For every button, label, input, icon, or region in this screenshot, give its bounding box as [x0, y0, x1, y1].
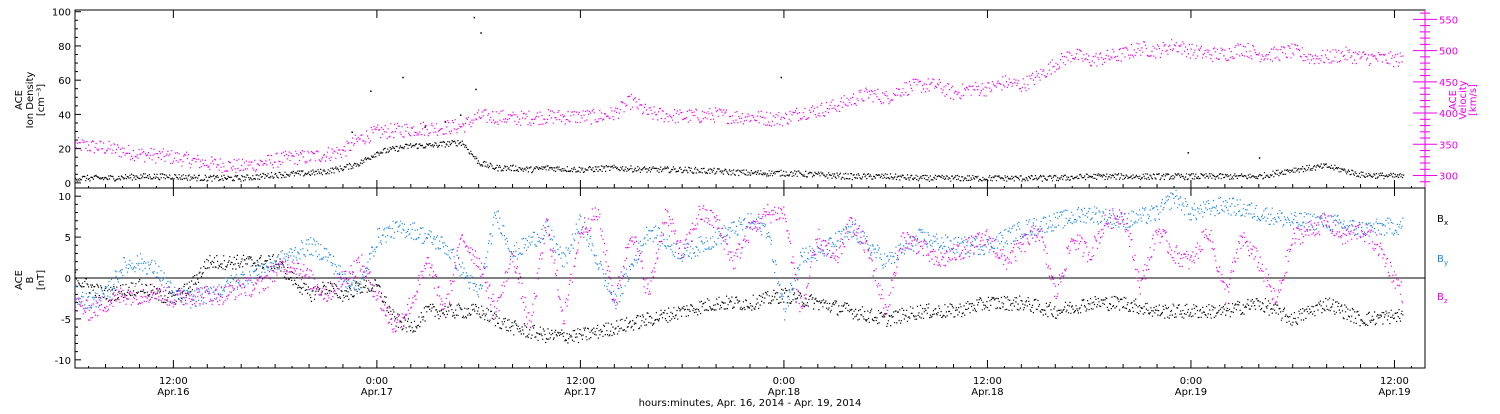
legend-label-by: B — [1437, 254, 1444, 265]
velocity-axis-title-line: [km/s] — [1468, 84, 1479, 116]
x-tick-date-label: Apr.17 — [564, 387, 596, 398]
b-axis-title-line: ACE — [14, 270, 25, 290]
velocity-axis-title-line: ACE — [1448, 90, 1459, 110]
velocity-tick-label: 450 — [1439, 78, 1458, 89]
density-axis-title-line: Ion Density — [25, 72, 36, 129]
density-outlier-point — [351, 131, 353, 134]
b-tick-label: 10 — [58, 192, 71, 203]
velocity-tick-label: 350 — [1439, 140, 1458, 151]
density-outlier-point — [780, 76, 783, 79]
x-tick-time-label: 12:00 — [566, 376, 595, 387]
density-series — [75, 140, 1405, 182]
x-tick-date-label: Apr.18 — [768, 387, 800, 398]
b-tick-label: -5 — [61, 315, 71, 326]
top-panel-frame — [74, 9, 1426, 189]
density-outlier-point — [1258, 157, 1261, 159]
density-outlier-point — [424, 126, 426, 128]
density-outlier-point — [480, 32, 482, 34]
density-tick-label: 100 — [52, 8, 71, 19]
legend-sub-bz: z — [1444, 297, 1448, 305]
x-tick-date-label: Apr.16 — [157, 387, 189, 398]
density-outlier-point — [1187, 152, 1190, 154]
b-axis-title-line: B — [25, 276, 36, 283]
x-axis-title: hours:minutes, Apr. 16, 2014 - Apr. 19, … — [639, 398, 862, 409]
x-axis: 12:00Apr.160:00Apr.1712:00Apr.170:00Apr.… — [88, 10, 1412, 398]
x-tick-time-label: 12:00 — [159, 376, 188, 387]
density-tick-label: 80 — [58, 42, 71, 53]
x-tick-time-label: 0:00 — [366, 376, 388, 387]
density-tick-label: 40 — [58, 110, 71, 121]
velocity-axis-title-line: Velocity — [1458, 80, 1469, 119]
velocity-tick-label: 300 — [1439, 172, 1458, 183]
density-outlier-point — [444, 121, 447, 123]
density-outlier-point — [370, 90, 372, 92]
density-tick-label: 20 — [58, 145, 71, 156]
velocity-tick-label: 400 — [1439, 109, 1458, 120]
by-series — [75, 189, 1404, 321]
density-axis-title-line: [cm⁻³] — [36, 84, 47, 116]
b-tick-label: 0 — [65, 274, 71, 285]
x-tick-date-label: Apr.19 — [1378, 387, 1410, 398]
legend-label-bz: B — [1437, 292, 1444, 303]
x-tick-time-label: 0:00 — [1180, 376, 1202, 387]
velocity-series — [75, 39, 1404, 173]
b-tick-label: -10 — [55, 356, 71, 367]
density-outlier-point — [473, 16, 476, 19]
density-axis-title-line: ACE — [14, 90, 25, 110]
x-tick-time-label: 0:00 — [773, 376, 795, 387]
x-tick-date-label: Apr.18 — [971, 387, 1003, 398]
x-tick-time-label: 12:00 — [973, 376, 1002, 387]
density-outlier-point — [459, 114, 462, 116]
x-tick-date-label: Apr.19 — [1175, 387, 1207, 398]
legend-sub-bx: x — [1444, 219, 1448, 227]
velocity-tick-label: 550 — [1439, 15, 1458, 26]
x-tick-date-label: Apr.17 — [361, 387, 393, 398]
b-axis-title-line: [nT] — [36, 270, 47, 290]
velocity-tick-label: 500 — [1439, 47, 1458, 58]
density-outlier-point — [475, 88, 477, 91]
bx-series — [75, 254, 1404, 344]
density-outlier-point — [402, 76, 404, 79]
legend-label-bx: B — [1437, 214, 1444, 225]
density-tick-label: 0 — [65, 179, 71, 190]
density-tick-label: 60 — [58, 76, 71, 87]
legend-sub-by: y — [1444, 259, 1448, 267]
x-tick-time-label: 12:00 — [1380, 376, 1409, 387]
b-tick-label: 5 — [65, 233, 71, 244]
